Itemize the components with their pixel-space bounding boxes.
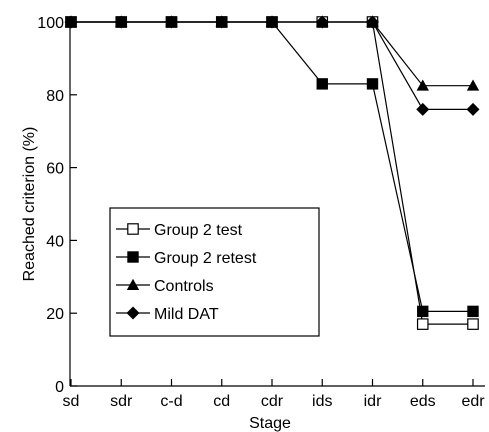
legend-label: Group 2 retest	[154, 250, 257, 267]
y-axis-title: Reached criterion (%)	[21, 127, 38, 282]
legend-marker	[126, 278, 140, 290]
data-point: Mild DAT cd: 100	[215, 15, 229, 29]
legend-entry: Group 2 retest	[116, 250, 257, 267]
x-tick-label: edr	[461, 393, 485, 410]
data-point: Group 2 retest eds: 20.5	[417, 305, 429, 318]
y-tick-label: 0	[55, 379, 64, 396]
x-axis-title: Stage	[249, 415, 291, 432]
legend-label: Controls	[154, 278, 214, 295]
legend-marker	[127, 251, 139, 263]
data-point: Mild DAT eds: 76	[416, 102, 430, 116]
legend-label: Group 2 test	[154, 222, 243, 239]
data-point: Group 2 retest idr: 83	[366, 78, 379, 90]
legend-marker	[127, 223, 139, 235]
data-point: Mild DAT idr: 100	[366, 15, 379, 29]
data-point: Group 2 retest ids: 83	[316, 78, 328, 90]
series-line	[71, 21, 473, 87]
data-point: Mild DAT edr: 76	[466, 102, 480, 116]
legend: Group 2 test Group 2 retest Controls Mild D…	[109, 207, 320, 337]
x-tick-label: c-d	[160, 393, 182, 410]
y-ticks: 0 20 40 60 80 100	[37, 15, 77, 396]
x-tick-label: cdr	[261, 393, 284, 410]
data-point: Mild DAT cdr: 100	[265, 15, 279, 29]
y-tick-label: 80	[46, 88, 64, 105]
y-tick-label: 100	[37, 15, 64, 32]
y-tick-label: 40	[46, 233, 64, 250]
y-tick-label: 20	[46, 306, 64, 323]
data-point: Mild DAT c-d: 100	[165, 15, 178, 29]
series-line	[71, 21, 473, 110]
series-mild-dat: Mild DAT sd: 100 Mild DAT sdr: 100 Mild DA…	[64, 15, 480, 116]
x-tick-label: cd	[213, 393, 230, 410]
y-tick-label: 60	[46, 161, 64, 178]
data-point: Mild DAT sdr: 100	[114, 15, 128, 29]
data-point: Controls eds: 82.5	[416, 79, 429, 91]
axes	[69, 22, 485, 387]
legend-label: Mild DAT	[154, 306, 219, 323]
data-point: Group 2 retest edr: 20.5	[467, 305, 479, 318]
data-point: Group 2 test edr: 17	[467, 318, 479, 330]
data-point: Controls edr: 82.5	[466, 79, 480, 91]
x-tick-label: sdr	[110, 393, 133, 410]
legend-entry: Controls	[116, 278, 214, 295]
x-tick-label: eds	[410, 393, 436, 410]
data-point: Mild DAT ids: 100	[315, 15, 329, 29]
data-point: Group 2 test eds: 17	[416, 318, 429, 330]
legend-entry: Mild DAT	[116, 306, 219, 323]
series-group: Group 2 test sd: 100Group 2 test sdr: 10…	[64, 15, 480, 330]
legend-entry: Group 2 test	[116, 222, 243, 239]
x-ticks: sd sdr c-d cd cdr ids idr eds edr	[63, 379, 485, 410]
x-tick-label: idr	[364, 393, 382, 410]
x-tick-label: ids	[312, 393, 332, 410]
x-tick-label: sd	[63, 393, 80, 410]
data-point: Mild DAT sd: 100	[64, 15, 78, 29]
legend-marker	[126, 306, 140, 320]
